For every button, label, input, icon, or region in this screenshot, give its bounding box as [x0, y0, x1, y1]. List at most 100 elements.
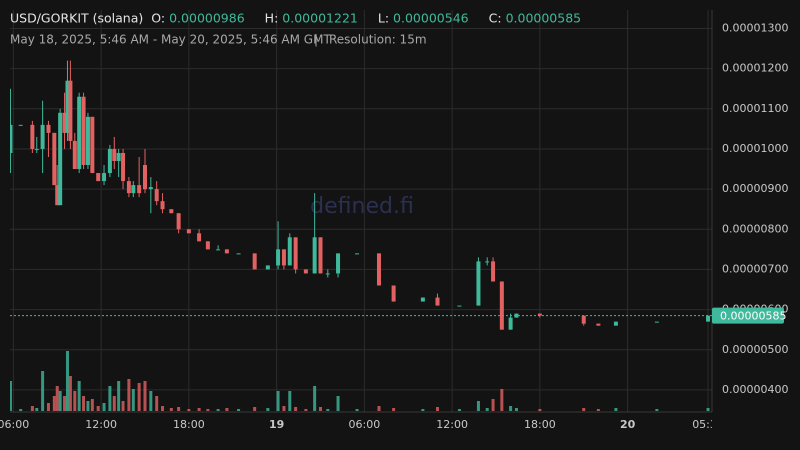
y-tick-label: 0.00001200	[722, 62, 788, 75]
candle-body	[355, 253, 360, 255]
candle-body	[197, 233, 202, 242]
volume-bar	[655, 409, 659, 411]
candle-body	[46, 124, 51, 133]
candles	[10, 60, 711, 330]
candle-body	[30, 124, 35, 149]
candle-body	[537, 313, 542, 316]
x-tick-label: 18:00	[173, 418, 205, 431]
separator: |	[314, 33, 318, 47]
candle-body	[491, 261, 496, 282]
candle-body	[476, 261, 481, 306]
volume-bar	[108, 386, 112, 411]
ohlc-key: O:	[151, 11, 165, 26]
candle-body	[62, 112, 67, 133]
resolution: Resolution: 15m	[329, 33, 427, 47]
candle-body	[55, 185, 60, 206]
volume-bar	[46, 403, 50, 411]
volume-bar	[457, 409, 461, 411]
volume-bar	[491, 399, 495, 411]
candle-body	[287, 237, 292, 266]
volume-bar	[121, 401, 125, 411]
volume-bar	[30, 406, 34, 411]
candle-body	[137, 185, 142, 194]
volume-bar	[326, 409, 330, 411]
candle-body	[169, 209, 174, 214]
volume-bar	[52, 396, 56, 411]
candle-body	[376, 253, 381, 286]
volume-bar	[282, 406, 286, 411]
watermark: defined.fi	[310, 194, 414, 219]
header: USD/GORKIT (solana) O: 0.00000986 H: 0.0000…	[10, 11, 581, 47]
candle-body	[336, 253, 341, 274]
candle-body	[154, 189, 159, 202]
candle-body	[581, 315, 586, 324]
volume-bar	[288, 391, 292, 411]
candle-body	[10, 124, 13, 153]
y-tick-label: 0.00000400	[722, 383, 788, 396]
y-tick-label: 0.00000900	[722, 182, 788, 195]
volume-bar	[225, 408, 229, 411]
volume-bar	[19, 409, 23, 411]
candle-body	[34, 148, 39, 150]
ohlc-value: 0.00001221	[282, 11, 358, 26]
candle-body	[281, 249, 286, 266]
volume-bar	[10, 381, 12, 411]
ohlc: O: 0.00000986 H: 0.00001221 L: 0.00000546 C: 0.…	[151, 11, 581, 26]
ohlc-value: 0.00000585	[506, 11, 582, 26]
candle-body	[613, 321, 618, 326]
volume-bar	[509, 406, 513, 411]
candle-body	[18, 124, 23, 126]
candle-body	[85, 116, 90, 166]
candle-body	[142, 165, 147, 190]
candle-body	[265, 265, 270, 270]
volume-bar	[131, 389, 135, 411]
candle-body	[420, 297, 425, 302]
candle-body	[205, 241, 210, 250]
candle-body	[312, 237, 317, 274]
volume-bar	[58, 391, 62, 411]
volume-bar	[313, 386, 317, 411]
y-axis: 0.000004000.000005000.000006000.00000700…	[722, 21, 788, 395]
volume-bar	[73, 391, 77, 411]
volume-bar	[304, 409, 308, 411]
y-tick-label: 0.00000700	[722, 262, 788, 275]
volume-bar	[614, 408, 618, 411]
volume-bar	[187, 409, 191, 411]
candle-body	[112, 148, 117, 162]
volume-bar	[90, 399, 94, 411]
x-tick-label: 06:00	[349, 418, 381, 431]
candle-body	[121, 152, 126, 182]
grid	[10, 10, 712, 412]
x-axis: 06:00 12:00 18:00 19 06:00 12:00 18:00 20 05:30	[0, 418, 712, 431]
last-price-label: 0.00000585	[720, 310, 786, 323]
volume-bar	[538, 409, 542, 411]
candle-body	[596, 323, 601, 326]
volume-bar	[514, 408, 518, 411]
x-tick-label: 19	[269, 418, 284, 431]
candle-body	[68, 80, 73, 141]
candle-body	[325, 273, 330, 275]
y-tick-label: 0.00001100	[722, 102, 788, 115]
candle-body	[303, 269, 308, 274]
volume-bar	[392, 408, 396, 411]
volume-bar	[318, 407, 322, 411]
volume-bar	[435, 407, 439, 411]
volume-bar	[294, 407, 298, 411]
volume-bar	[65, 351, 69, 411]
volume-bar	[35, 408, 39, 411]
volume-bar	[143, 381, 147, 411]
volume-bar	[485, 408, 489, 411]
volume-bar	[276, 391, 280, 411]
volume-bar	[177, 407, 181, 411]
volume-bar	[55, 386, 59, 411]
volume-bar	[206, 409, 210, 411]
volume-bar	[253, 407, 257, 411]
candle-body	[96, 173, 101, 182]
candle-body	[224, 249, 229, 254]
volume-bar	[127, 379, 131, 411]
candle-body	[107, 148, 112, 174]
candle-body	[40, 124, 45, 149]
candle-body	[58, 112, 63, 206]
volume-bar	[476, 401, 480, 411]
